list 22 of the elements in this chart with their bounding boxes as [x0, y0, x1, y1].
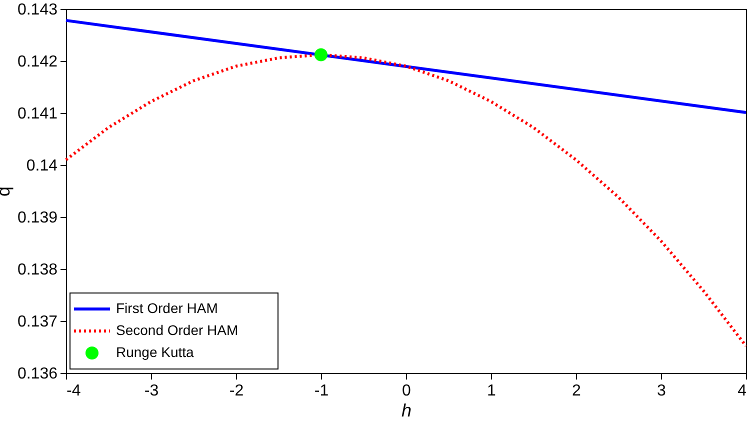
y-tick-label: 0.14 — [26, 158, 58, 174]
legend-label: Second Order HAM — [116, 322, 238, 338]
y-tick-label: 0.139 — [17, 210, 58, 226]
x-axis-title: h — [401, 400, 412, 420]
y-tick-label: 0.141 — [17, 106, 58, 122]
y-tick-label: 0.143 — [17, 2, 58, 18]
x-tick-label: -3 — [144, 382, 159, 400]
y-tick-label: 0.136 — [17, 366, 58, 382]
y-axis-title: q — [0, 186, 14, 197]
legend-label: Runge Kutta — [116, 344, 194, 360]
x-tick-label: -2 — [229, 382, 244, 400]
legend-label: First Order HAM — [116, 300, 218, 316]
x-tick-label: -1 — [314, 382, 329, 400]
x-tick-label: 1 — [487, 382, 496, 400]
y-tick-label: 0.138 — [17, 262, 58, 278]
x-tick-label: -4 — [66, 382, 81, 400]
x-tick-label: 2 — [572, 382, 582, 400]
x-tick-label: 0 — [402, 382, 412, 400]
x-tick-label: 4 — [738, 382, 747, 400]
x-tick-label: 3 — [657, 382, 666, 400]
y-tick-label: 0.142 — [17, 54, 58, 70]
y-tick-label: 0.137 — [17, 314, 58, 330]
